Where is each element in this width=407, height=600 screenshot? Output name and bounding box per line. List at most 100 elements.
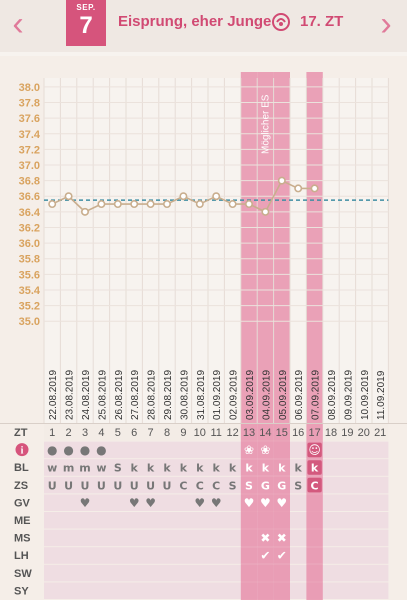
cycle-day-number: 14 (259, 427, 271, 439)
date-label: 11.09.2019 (376, 370, 387, 420)
row-band-cell (240, 529, 258, 547)
temperature-point (97, 200, 106, 209)
row-label: GV (14, 497, 31, 509)
row-label: MS (14, 533, 31, 545)
cycle-day-number: 2 (66, 427, 72, 439)
date-label: 02.09.2019 (229, 370, 240, 420)
drop-icon: ● (80, 443, 90, 457)
row-label: LH (14, 550, 29, 562)
row-cell-value: m (79, 462, 90, 475)
temperature-point (113, 200, 122, 209)
row-cell-value: U (81, 479, 90, 492)
row-band-cell (257, 512, 274, 529)
row-cell-value: k (196, 462, 204, 475)
row-band-cell (273, 494, 290, 511)
y-tick-label: 37.0 (19, 160, 40, 172)
row-background (44, 494, 389, 511)
row-cell-value: m (63, 462, 74, 475)
x-icon: ✖ (277, 531, 287, 545)
row-band-cell (257, 459, 274, 476)
row-band-cell (240, 547, 258, 564)
date-label: 24.08.2019 (81, 370, 92, 420)
cycle-day-number: 12 (226, 427, 238, 439)
row-cell-value: k (278, 462, 286, 475)
row-band-cell (273, 424, 290, 441)
row-cell-value: k (163, 462, 171, 475)
y-tick-label: 36.4 (19, 207, 41, 219)
row-cell-value: U (97, 479, 106, 492)
bow-icon: ❀ (244, 443, 254, 457)
date-label: 31.08.2019 (196, 370, 207, 420)
cycle-day-number: 15 (276, 427, 288, 439)
current-cell-highlight (307, 442, 322, 458)
cycle-day-number: 16 (292, 427, 304, 439)
row-cell-value: U (163, 479, 172, 492)
row-band-cell (306, 424, 323, 441)
row-band-cell (257, 547, 274, 564)
date-label: 30.08.2019 (179, 370, 190, 420)
check-icon: ✔ (277, 549, 287, 563)
row-label: SW (14, 568, 32, 580)
row-label: ZS (14, 480, 28, 492)
y-tick-label: 37.6 (19, 113, 40, 125)
current-cell-highlight (307, 477, 322, 493)
cycle-day-number: 3 (82, 427, 88, 439)
date-label: 06.09.2019 (294, 370, 305, 420)
x-icon: ✖ (260, 531, 270, 545)
y-tick-label: 36.2 (19, 222, 40, 234)
row-label: BL (14, 462, 29, 474)
heart-icon: ♥ (244, 496, 255, 510)
temperature-point (48, 200, 57, 209)
cycle-chart-panel: 38.0 37.8 37.6 37.4 37.2 37.0 36.8 36.6 36.4 36.2… (0, 56, 407, 600)
cycle-day-number: 1 (49, 427, 55, 439)
y-tick-label: 35.6 (19, 269, 40, 281)
row-background (44, 564, 389, 582)
heart-icon: ♥ (260, 496, 271, 510)
row-band-cell (240, 459, 258, 476)
date-badge[interactable]: SEP. 7 (66, 0, 106, 46)
date-label: 07.09.2019 (311, 370, 322, 420)
row-label: ZT (14, 427, 28, 439)
row-band-cell (257, 582, 274, 599)
bow-icon: ❀ (260, 443, 270, 457)
row-cell-value: k (262, 462, 270, 475)
row-background (44, 424, 389, 441)
row-band-cell (273, 476, 290, 494)
info-icon (15, 443, 29, 457)
cycle-day-number: 13 (243, 427, 255, 439)
temperature-chart: 38.0 37.8 37.6 37.4 37.2 37.0 36.8 36.6 36.4 36.2… (0, 72, 407, 600)
temperature-point (261, 207, 270, 216)
cycle-day-number: 17 (308, 427, 320, 439)
date-label: 03.09.2019 (245, 370, 256, 420)
row-cell-value: k (131, 462, 139, 475)
row-background (44, 441, 389, 459)
cycle-day-number: 4 (98, 427, 104, 439)
y-tick-label: 35.2 (19, 301, 40, 313)
row-band-cell (257, 494, 274, 511)
chevron-right-icon[interactable]: › (380, 5, 392, 43)
baby-icon: ☺ (308, 443, 321, 457)
date-month: SEP. (76, 3, 96, 12)
row-cell-value: k (229, 462, 237, 475)
heart-icon: ♥ (145, 496, 156, 510)
date-label: 10.09.2019 (360, 370, 371, 420)
temperature-point (81, 207, 90, 216)
row-band-cell (273, 529, 290, 547)
row-cell-value: k (213, 462, 221, 475)
row-band-cell (240, 476, 258, 494)
row-band-cell (306, 547, 323, 564)
row-band-cell (273, 512, 290, 529)
date-label: 28.08.2019 (147, 370, 158, 420)
row-cell-value: k (180, 462, 188, 475)
chevron-left-icon[interactable]: ‹ (12, 5, 24, 43)
top-bar: ‹ SEP. 7 Eisprung, eher Junge 17. ZT › (0, 0, 407, 52)
temperature-point (146, 200, 155, 209)
row-cell-value: U (146, 479, 155, 492)
row-cell-value: C (179, 479, 187, 492)
row-background (44, 529, 389, 547)
drop-icon: ● (96, 443, 106, 457)
row-band-cell (257, 564, 274, 582)
y-tick-label: 36.8 (19, 176, 40, 188)
row-label: SY (14, 585, 29, 597)
row-cell-value: U (130, 479, 139, 492)
